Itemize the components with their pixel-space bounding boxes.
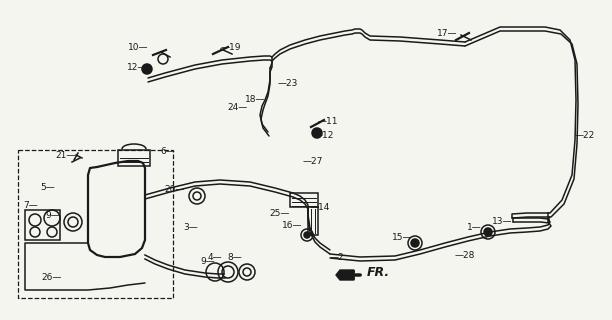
Text: 16—: 16—	[282, 220, 302, 229]
Circle shape	[312, 128, 322, 138]
Bar	[25, 210, 60, 240]
Text: 9—: 9—	[45, 211, 60, 220]
Circle shape	[411, 239, 419, 247]
Text: 15—: 15—	[392, 234, 412, 243]
Text: 20—: 20—	[165, 186, 185, 195]
Text: —23: —23	[278, 78, 299, 87]
Text: 13—: 13—	[491, 218, 512, 227]
Circle shape	[304, 232, 310, 238]
Text: 12—: 12—	[127, 63, 147, 73]
Text: 18—: 18—	[245, 95, 265, 105]
Text: 4—: 4—	[207, 253, 222, 262]
Text: 9—: 9—	[200, 258, 215, 267]
Text: 17—: 17—	[436, 29, 457, 38]
Bar	[290, 193, 318, 207]
Text: —14: —14	[310, 204, 330, 212]
Text: 8—: 8—	[227, 253, 242, 262]
Text: FR.: FR.	[367, 267, 390, 279]
Text: —28: —28	[455, 252, 476, 260]
Text: 24—: 24—	[228, 103, 248, 113]
Text: —27: —27	[303, 157, 323, 166]
Bar	[18, 150, 173, 298]
Text: —12: —12	[314, 131, 334, 140]
Text: 6—: 6—	[160, 148, 175, 156]
Circle shape	[142, 64, 152, 74]
Text: 7—: 7—	[23, 201, 38, 210]
Text: 26—: 26—	[42, 274, 62, 283]
Text: —22: —22	[575, 131, 595, 140]
Text: —19: —19	[221, 43, 242, 52]
Text: 3—: 3—	[183, 223, 198, 233]
Text: 1—: 1—	[467, 223, 482, 233]
Text: 25—: 25—	[270, 209, 290, 218]
Text: 5—: 5—	[40, 183, 55, 193]
Bar	[308, 207, 318, 235]
Circle shape	[484, 228, 492, 236]
Bar	[118, 150, 150, 166]
Text: 10—: 10—	[127, 43, 148, 52]
Text: 21—: 21—	[56, 150, 76, 159]
Text: —11: —11	[318, 117, 338, 126]
Polygon shape	[336, 270, 354, 280]
Text: —2: —2	[330, 253, 345, 262]
